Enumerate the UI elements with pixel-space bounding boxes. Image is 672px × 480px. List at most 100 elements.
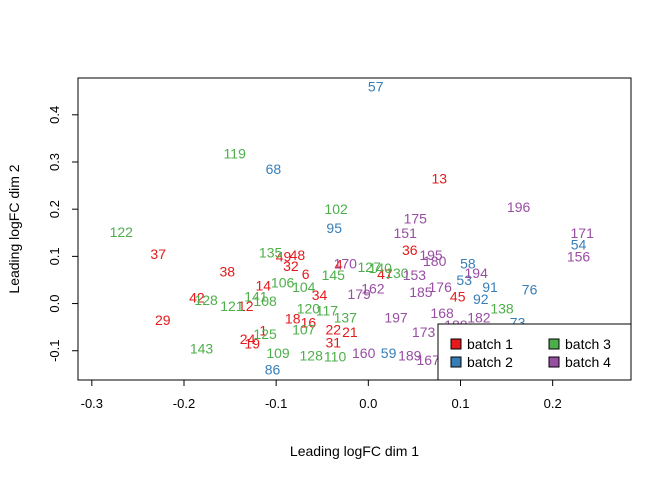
x-tick-label: 0.1 (451, 396, 469, 411)
y-tick-label: -0.1 (47, 339, 62, 361)
legend-swatch (450, 356, 462, 368)
data-point-label: 42 (189, 289, 205, 305)
data-point-label: 108 (253, 293, 277, 309)
data-point-label: 106 (271, 274, 295, 290)
data-point-label: 121 (220, 298, 244, 314)
data-point-label: 194 (465, 265, 489, 281)
y-axis-title: Leading logFC dim 2 (6, 164, 22, 293)
data-point-label: 32 (283, 258, 299, 274)
data-point-label: 162 (361, 281, 385, 297)
data-point-label: 58 (460, 255, 476, 271)
data-point-label: 151 (394, 225, 418, 241)
data-point-label: 138 (490, 300, 514, 316)
data-point-label: 102 (324, 201, 348, 217)
y-axis: -0.1 0.0 0.1 0.2 0.3 0.4 (47, 106, 79, 362)
legend-swatch (548, 356, 560, 368)
data-point-label: 137 (334, 310, 358, 326)
data-point-label: 173 (412, 324, 436, 340)
data-point-label: 182 (467, 310, 491, 326)
y-tick-label: 0.0 (47, 295, 62, 313)
data-point-label: 122 (110, 224, 134, 240)
data-point-label: 160 (352, 345, 376, 361)
data-point-label: 36 (402, 242, 418, 258)
data-point-label: 48 (290, 247, 306, 263)
data-point-label: 109 (266, 345, 290, 361)
data-point-label: 179 (347, 286, 371, 302)
data-point-label: 145 (322, 267, 346, 283)
x-tick-label: 0.0 (359, 396, 377, 411)
x-tick-label: 0.2 (544, 396, 562, 411)
data-point-label: 143 (190, 340, 214, 356)
data-point-label: 38 (220, 264, 236, 280)
data-point-label: 197 (384, 310, 408, 326)
data-point-label: 1 (259, 323, 267, 339)
x-tick-label: -0.3 (81, 396, 103, 411)
data-point-label: 135 (259, 245, 283, 261)
data-point-label: 120 (297, 300, 321, 316)
x-tick-label: -0.1 (265, 396, 287, 411)
data-point-label: 19 (244, 336, 260, 352)
legend-swatch (548, 338, 560, 350)
data-point-label: 86 (265, 362, 281, 378)
legend-label: batch 1 (467, 336, 513, 352)
data-point-label: 57 (368, 79, 384, 95)
data-point-label: 170 (334, 255, 358, 271)
data-point-label: 153 (403, 267, 427, 283)
data-point-label: 195 (419, 247, 443, 263)
data-point-label: 156 (567, 248, 591, 264)
data-point-label: 14 (256, 278, 272, 294)
data-point-label: 196 (507, 199, 531, 215)
data-point-label: 91 (482, 279, 498, 295)
data-point-label: 53 (456, 272, 472, 288)
data-point-label: 21 (342, 324, 358, 340)
data-point-label: 127 (358, 259, 382, 275)
data-point-label: 95 (326, 220, 342, 236)
legend-label: batch 2 (467, 354, 513, 370)
data-point-label: 34 (312, 287, 328, 303)
legend: batch 1 batch 2 batch 3 batch 4 (437, 323, 632, 381)
data-point-label: 119 (224, 146, 247, 162)
data-point-label: 47 (377, 266, 393, 282)
data-point-label: 189 (398, 348, 422, 364)
y-tick-label: 0.3 (47, 153, 62, 171)
y-tick-label: 0.1 (47, 247, 62, 265)
data-point-label: 18 (285, 311, 301, 327)
data-point-label: 175 (404, 211, 428, 227)
legend-label: batch 3 (565, 336, 611, 352)
data-point-label: 141 (244, 289, 268, 305)
data-point-label: 59 (381, 345, 397, 361)
x-tick-label: -0.2 (173, 396, 195, 411)
data-point-label: 4 (335, 256, 343, 272)
data-point-label: 185 (409, 284, 433, 300)
data-point-label: 29 (155, 312, 171, 328)
x-axis-title: Leading logFC dim 1 (290, 443, 419, 459)
data-point-label: 16 (301, 314, 317, 330)
data-point-label: 13 (432, 171, 448, 187)
data-point-label: 49 (276, 248, 292, 264)
data-point-label: 104 (292, 279, 316, 295)
data-point-label: 22 (326, 322, 342, 338)
data-point-label: 110 (324, 348, 347, 364)
data-point-label: 12 (238, 298, 254, 314)
data-point-label: 37 (150, 246, 166, 262)
data-point-label: 6 (302, 266, 310, 282)
y-tick-label: 0.2 (47, 200, 62, 218)
legend-label: batch 4 (565, 354, 611, 370)
data-point-label: 68 (266, 161, 282, 177)
data-point-label: 130 (385, 265, 409, 281)
data-point-label: 54 (571, 237, 587, 253)
data-point-label: 24 (240, 331, 256, 347)
data-point-label: 176 (429, 279, 453, 295)
data-point-label: 168 (430, 305, 454, 321)
data-point-label: 128 (300, 348, 324, 364)
data-point-label: 117 (316, 303, 339, 319)
data-point-label: 180 (423, 253, 447, 269)
data-point-label: 125 (253, 326, 277, 342)
data-point-label: 31 (326, 334, 342, 350)
y-tick-label: 0.4 (47, 106, 62, 124)
data-point-label: 140 (369, 260, 393, 276)
legend-box (437, 323, 632, 381)
